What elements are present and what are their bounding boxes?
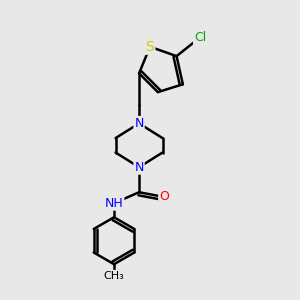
Text: N: N bbox=[134, 161, 144, 174]
Text: S: S bbox=[146, 40, 154, 54]
Text: CH₃: CH₃ bbox=[103, 271, 124, 281]
Text: O: O bbox=[159, 190, 169, 203]
Text: Cl: Cl bbox=[194, 31, 206, 44]
Text: NH: NH bbox=[105, 197, 123, 210]
Text: N: N bbox=[134, 117, 144, 130]
